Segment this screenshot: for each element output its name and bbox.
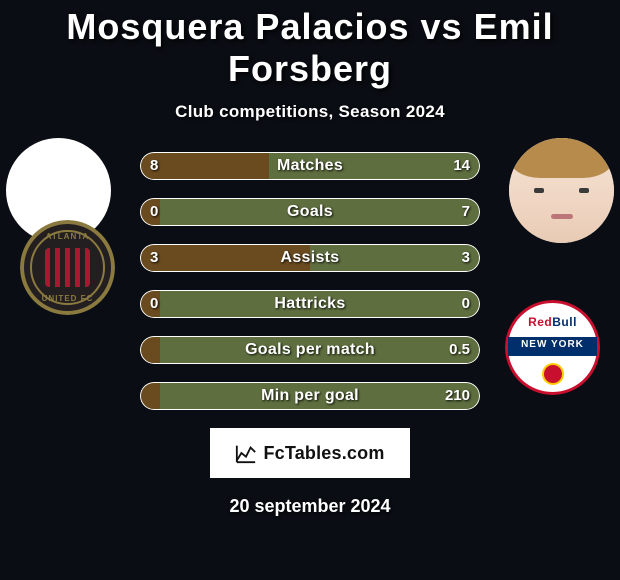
chart-icon — [235, 442, 257, 464]
stat-label: Hattricks — [140, 290, 480, 318]
branding-box: FcTables.com — [210, 428, 410, 478]
stat-bar-row: 07Goals — [140, 198, 480, 226]
silhouette-icon — [14, 176, 104, 226]
date-text: 20 september 2024 — [0, 496, 620, 517]
page-title: Mosquera Palacios vs Emil Forsberg — [0, 0, 620, 90]
badge-ny-text: NEW YORK — [508, 339, 597, 350]
page-subtitle: Club competitions, Season 2024 — [0, 102, 620, 122]
badge-text-bottom: UNITED FC — [24, 294, 111, 303]
stat-bar-row: 814Matches — [140, 152, 480, 180]
atlanta-badge-icon: ATLANTA UNITED FC — [20, 220, 115, 315]
face-icon — [509, 138, 614, 243]
club-badge-left: ATLANTA UNITED FC — [20, 220, 115, 315]
badge-text-top: ATLANTA — [24, 232, 111, 241]
stat-label: Min per goal — [140, 382, 480, 410]
stat-bars: 814Matches 07Goals 33Assists 00Hattricks 0.5… — [140, 152, 480, 410]
stat-label: Goals — [140, 198, 480, 226]
stat-bar-row: 33Assists — [140, 244, 480, 272]
nyrb-badge-icon: RedBull NEW YORK — [505, 300, 600, 395]
stat-label: Goals per match — [140, 336, 480, 364]
stat-label: Assists — [140, 244, 480, 272]
comparison-content: ATLANTA UNITED FC RedBull NEW YORK 814Ma… — [0, 152, 620, 517]
club-badge-right: RedBull NEW YORK — [505, 300, 600, 395]
stat-bar-row: 0.5Goals per match — [140, 336, 480, 364]
stat-label: Matches — [140, 152, 480, 180]
player-photo-right — [509, 138, 614, 243]
stat-bar-row: 210Min per goal — [140, 382, 480, 410]
branding-label: FcTables.com — [263, 443, 384, 464]
stat-bar-row: 00Hattricks — [140, 290, 480, 318]
